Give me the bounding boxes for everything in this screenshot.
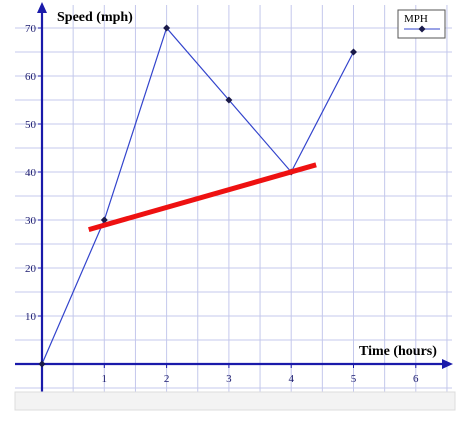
data-point (38, 360, 46, 368)
bottom-strip (14, 391, 456, 411)
x-tick-label: 5 (351, 373, 357, 385)
y-axis-arrow (37, 2, 47, 13)
series-line (41, 26, 355, 365)
y-tick-label: 60 (25, 71, 37, 83)
x-tick-label: 1 (102, 373, 108, 385)
data-point (350, 48, 357, 56)
legend: MPH (397, 9, 446, 39)
annotation-line (88, 162, 317, 233)
legend-label: MPH (404, 13, 428, 25)
data-point (163, 24, 171, 32)
y-tick-label: 50 (25, 119, 37, 131)
data-point (100, 216, 108, 224)
y-tick-label: 10 (25, 311, 37, 323)
grid (15, 5, 452, 392)
x-axis-arrow (442, 359, 453, 369)
x-tick-label: 3 (226, 373, 232, 385)
annotation-layer (88, 162, 317, 233)
x-tick-label: 4 (288, 373, 294, 385)
legend-marker (418, 25, 426, 33)
x-axis-title: Time (hours) (359, 344, 437, 359)
y-axis-title: Speed (mph) (57, 10, 133, 25)
y-tick-label: 20 (25, 263, 37, 275)
data-point (225, 96, 233, 104)
y-tick-label: 30 (25, 215, 37, 227)
axes (15, 2, 453, 392)
tick-labels: 10 20 30 40 50 60 70 1 2 3 4 5 6 (25, 23, 419, 385)
y-tick-label: 70 (25, 23, 37, 35)
x-tick-label: 6 (413, 373, 419, 385)
legend-box (397, 9, 446, 39)
y-tick-label: 40 (25, 167, 37, 179)
x-tick-label: 2 (164, 373, 170, 385)
